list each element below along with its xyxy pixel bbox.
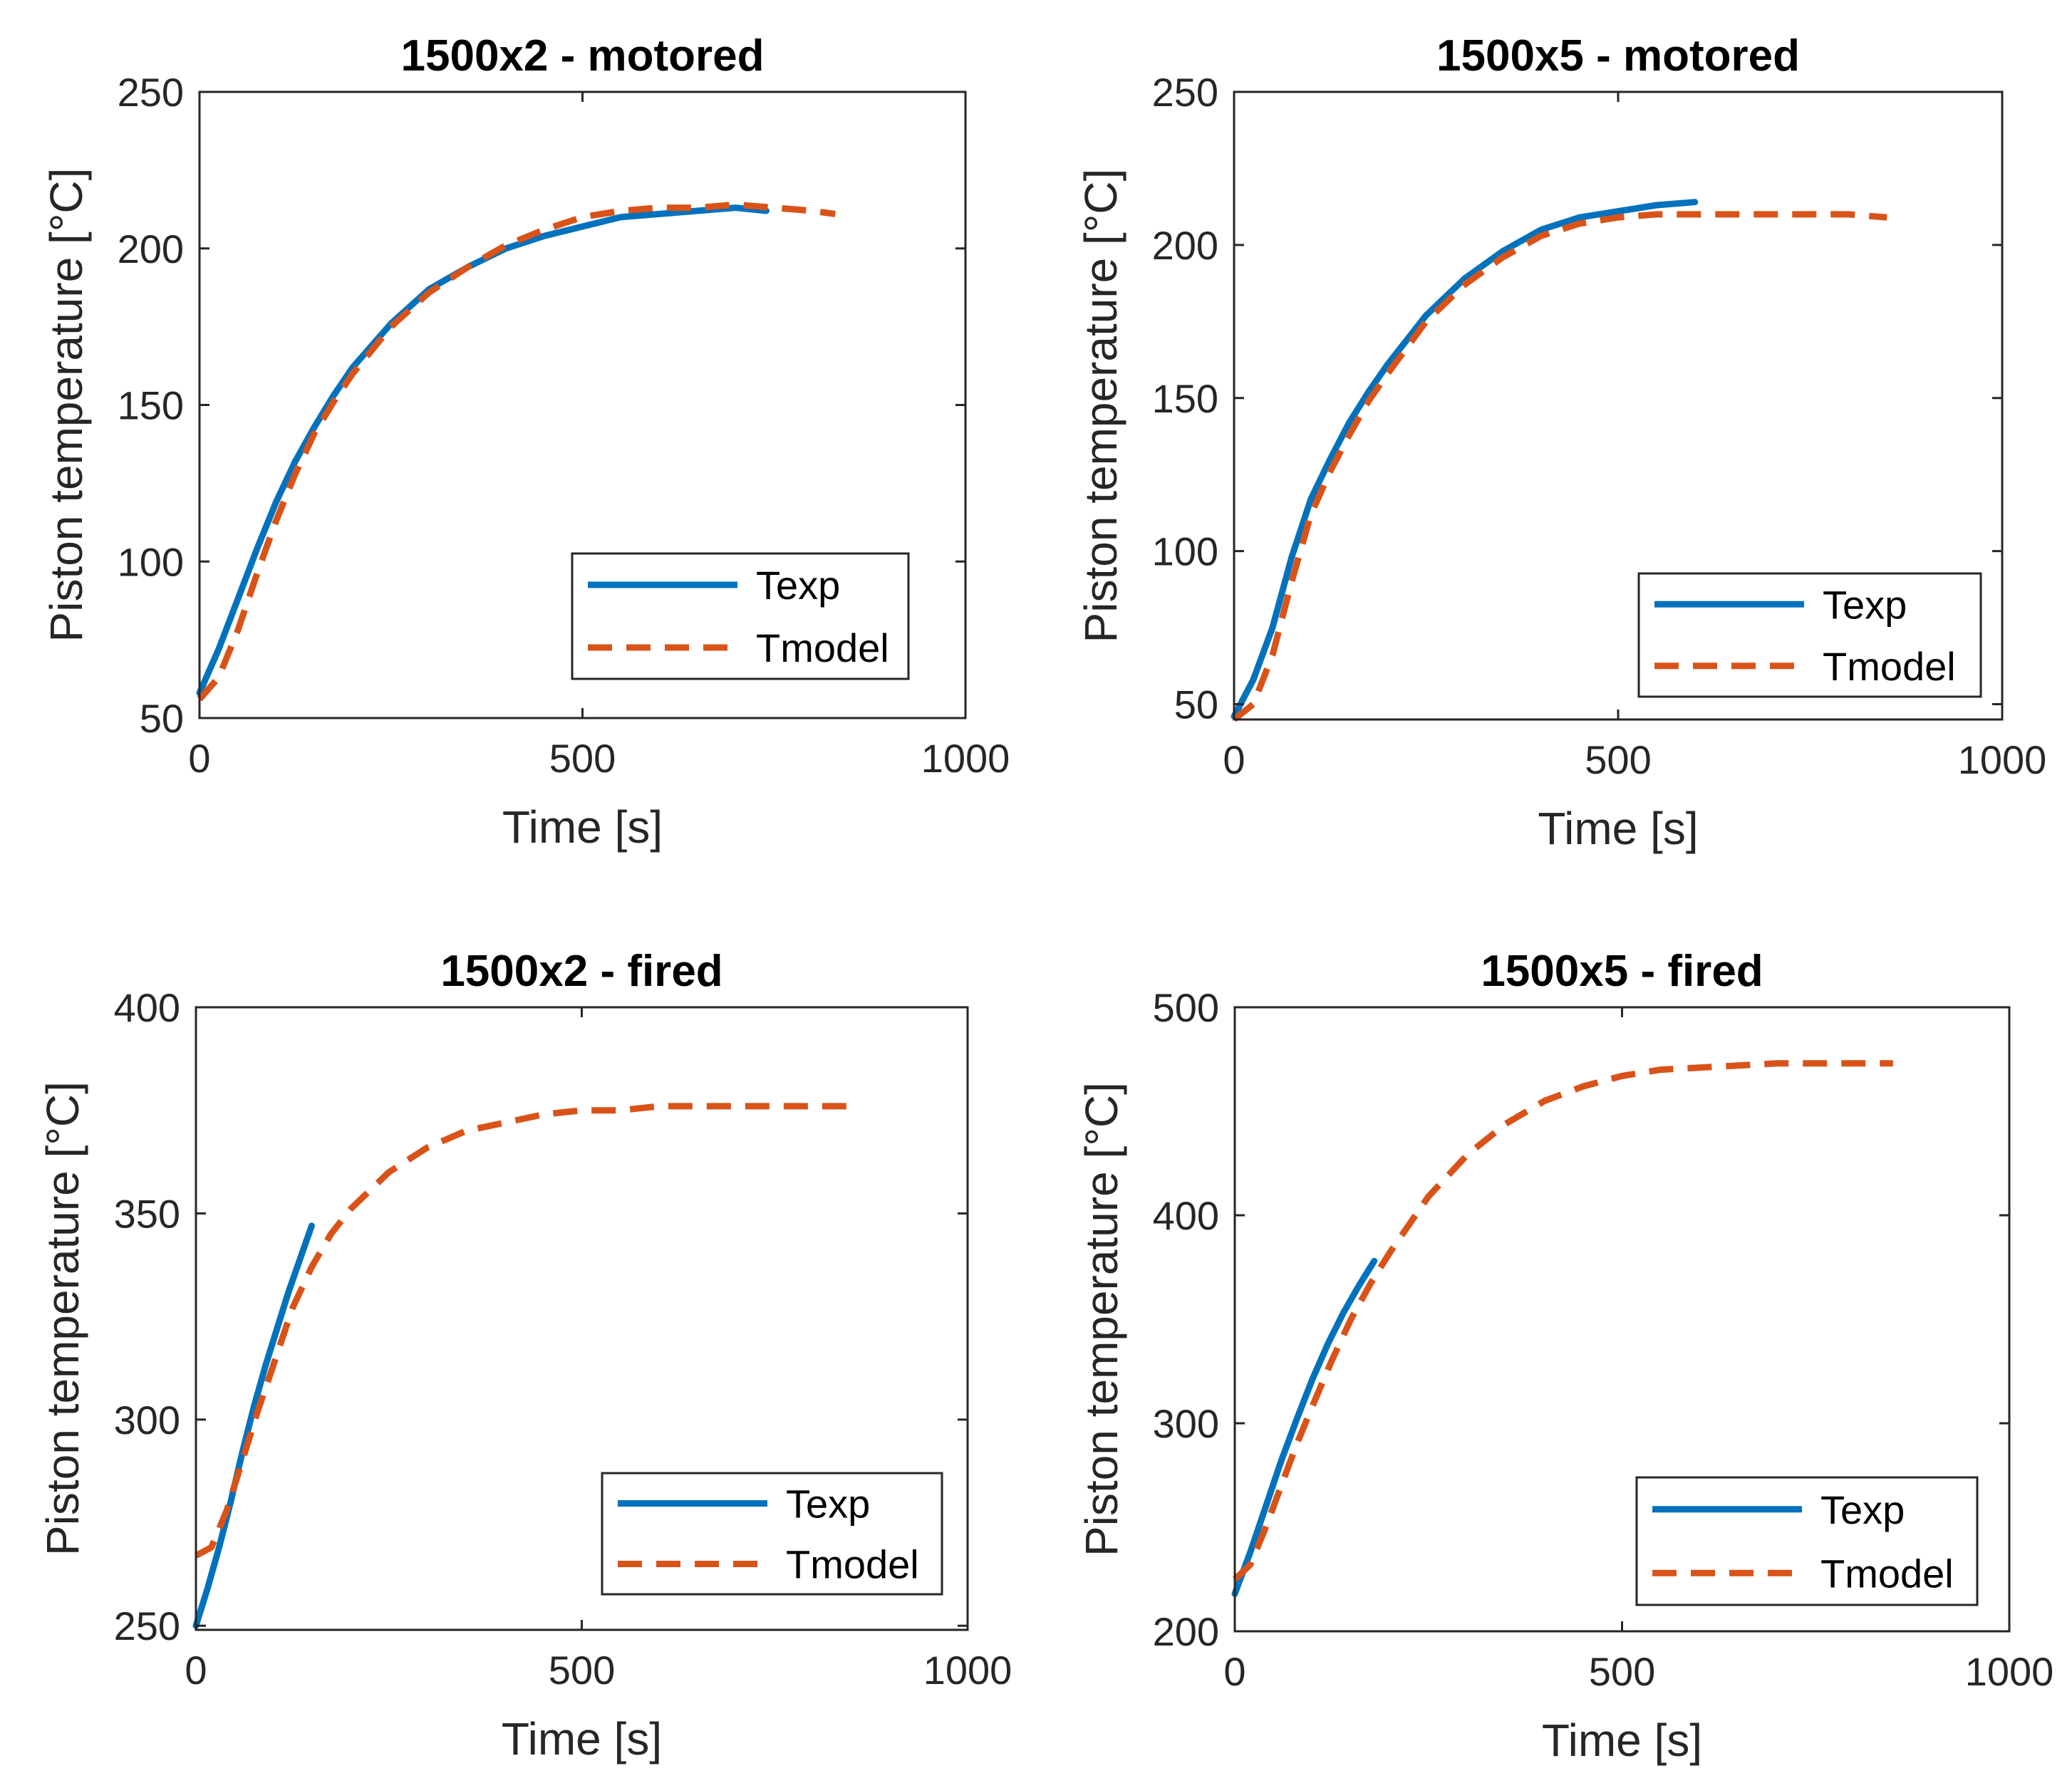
series-line-tmodel <box>197 201 836 702</box>
legend-label: Tmodel <box>1823 644 1956 689</box>
y-tick-label: 250 <box>118 70 184 115</box>
x-axis-label: Time [s] <box>1538 803 1698 854</box>
y-tick-label: 400 <box>114 985 180 1030</box>
y-axis-label: Piston temperature [°C] <box>41 168 92 643</box>
legend: Texp Tmodel <box>571 552 910 680</box>
legend-box <box>1637 572 1982 698</box>
legend-box <box>571 552 910 680</box>
y-tick-label: 150 <box>1152 376 1218 421</box>
x-tick-label: 500 <box>549 1648 615 1693</box>
chart-motored-1500x5: 0 500 1000 50 100 150 200 250 1500x5 - motored Ti… <box>1075 31 2046 854</box>
chart-fired-1500x5: 0 500 1000 200 300 400 500 1500x5 - fired Time [… <box>1076 947 2053 1766</box>
y-tick-label: 50 <box>1174 682 1218 727</box>
y-tick-label: 350 <box>114 1191 180 1236</box>
chart-fired-1500x2: 0 500 1000 250 300 350 400 1500x2 - fired Time [… <box>37 947 1012 1764</box>
legend-box <box>1635 1476 1979 1606</box>
x-tick-label: 0 <box>1223 1649 1245 1694</box>
x-tick-label: 500 <box>1585 737 1651 782</box>
x-tick-label: 1000 <box>1958 737 2047 782</box>
legend-label: Texp <box>756 563 840 608</box>
x-tick-label: 1000 <box>923 1648 1012 1693</box>
y-axis-label: Piston temperature [°C] <box>1076 1082 1127 1556</box>
y-tick-label: 200 <box>1152 223 1218 268</box>
x-axis-label: Time [s] <box>1542 1715 1702 1766</box>
chart-motored-1500x2: 0 500 1000 50 100 150 200 250 1500x2 - motored Ti… <box>41 31 1010 853</box>
x-tick-label: 500 <box>549 736 616 781</box>
legend: Texp Tmodel <box>1635 1476 1979 1606</box>
y-tick-label: 500 <box>1153 985 1219 1030</box>
chart-title: 1500x5 - motored <box>1436 31 1800 80</box>
x-tick-label: 500 <box>1589 1649 1655 1694</box>
y-tick-label: 200 <box>1153 1609 1219 1654</box>
y-axis-label: Piston temperature [°C] <box>1075 169 1126 643</box>
legend-label: Tmodel <box>1820 1551 1954 1596</box>
x-axis-label: Time [s] <box>502 1713 662 1764</box>
y-tick-label: 100 <box>1152 529 1218 574</box>
x-axis-label: Time [s] <box>502 801 663 853</box>
series-line-texp <box>196 204 770 697</box>
series-line-tmodel <box>1232 1060 1893 1582</box>
legend-label: Texp <box>1823 582 1907 627</box>
chart-title: 1500x2 - motored <box>401 31 765 80</box>
y-tick-label: 300 <box>114 1398 180 1443</box>
legend-label: Tmodel <box>756 625 889 670</box>
series-line-texp <box>192 1222 315 1629</box>
x-tick-label: 0 <box>1223 737 1245 782</box>
series-line-tmodel <box>194 1103 852 1559</box>
chart-title: 1500x5 - fired <box>1481 947 1763 996</box>
legend-label: Texp <box>1820 1487 1905 1532</box>
y-tick-label: 250 <box>1152 70 1218 115</box>
x-tick-label: 1000 <box>921 736 1010 781</box>
series-line-texp <box>1231 199 1699 720</box>
legend-label: Tmodel <box>786 1542 919 1587</box>
legend: Texp Tmodel <box>601 1472 943 1596</box>
y-tick-label: 300 <box>1153 1401 1219 1446</box>
y-tick-label: 100 <box>118 539 184 584</box>
series-line-texp <box>1231 1257 1378 1597</box>
chart-title: 1500x2 - fired <box>440 947 722 996</box>
y-axis-label: Piston temperature [°C] <box>37 1081 88 1556</box>
x-tick-label: 0 <box>188 736 210 781</box>
y-tick-label: 50 <box>140 696 184 741</box>
legend: Texp Tmodel <box>1637 572 1982 698</box>
x-tick-label: 0 <box>185 1648 207 1693</box>
legend-box <box>601 1472 943 1596</box>
y-tick-label: 250 <box>114 1604 180 1648</box>
y-tick-label: 400 <box>1153 1193 1219 1238</box>
x-tick-label: 1000 <box>1965 1649 2054 1694</box>
legend-label: Texp <box>786 1482 870 1527</box>
y-tick-label: 200 <box>118 227 184 271</box>
y-tick-label: 150 <box>118 383 184 428</box>
